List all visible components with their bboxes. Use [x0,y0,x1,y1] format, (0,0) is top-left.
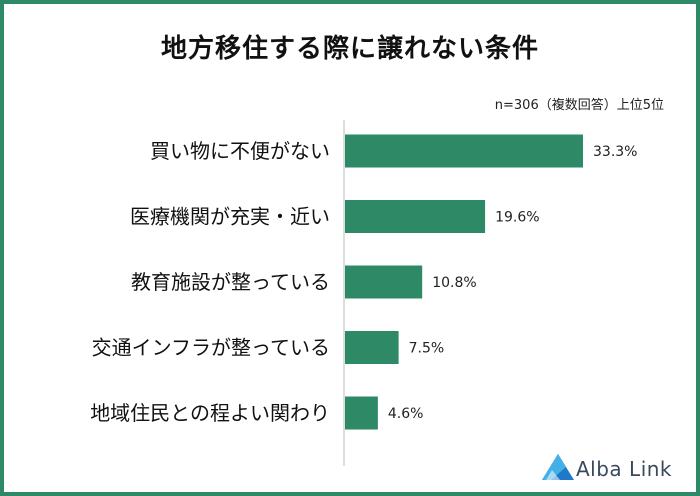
value-label: 19.6% [495,210,539,226]
value-label: 10.8% [432,275,476,291]
bar [345,331,399,364]
bar [345,265,423,299]
value-label: 4.6% [388,406,424,422]
chart-title: 地方移住する際に譲れない条件 [160,34,539,64]
bar [345,396,378,430]
brand-name: Alba Link [576,457,673,481]
category-label: 医療機関が充実・近い [130,205,330,229]
category-label: 教育施設が整っている [131,270,330,294]
category-label: 地域住民との程よい関わり [90,401,330,425]
category-label: 買い物に不便がない [150,139,330,163]
value-label: 7.5% [409,341,445,357]
alba-link-logo-icon [542,454,574,480]
value-label: 33.3% [593,144,637,160]
bar [345,200,486,233]
sample-note: n=306（複数回答）上位5位 [494,98,664,113]
bar [345,134,583,168]
category-label: 交通インフラが整っている [92,336,330,360]
